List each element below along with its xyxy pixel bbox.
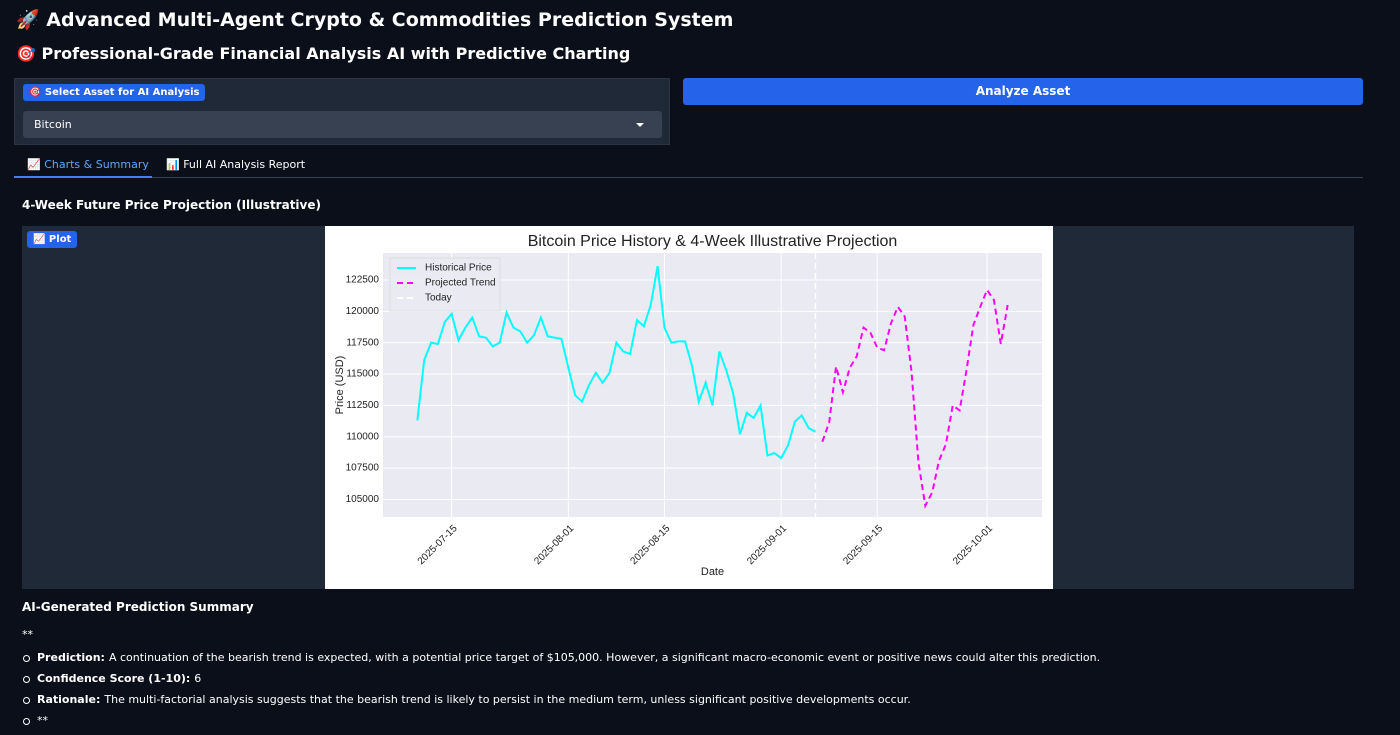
y-tick-label: 120000: [346, 306, 380, 317]
legend-label: Projected Trend: [425, 278, 496, 289]
y-axis-label: Price (USD): [334, 356, 346, 415]
legend-box: [389, 257, 501, 312]
summary-label: Confidence Score (1-10):: [37, 672, 191, 685]
series-line: [821, 287, 1009, 509]
chart-title: Bitcoin Price History & 4-Week Illustrat…: [528, 233, 898, 250]
section-title: 4-Week Future Price Projection (Illustra…: [22, 198, 321, 212]
y-tick-label: 105000: [346, 494, 380, 505]
bullet: [23, 655, 30, 662]
y-tick-label: 110000: [346, 431, 379, 442]
series-line: [416, 265, 816, 460]
legend-label: Today: [425, 293, 452, 304]
dropdown-caret: [636, 123, 644, 127]
summary-text: 6: [194, 672, 202, 685]
bullet: [23, 697, 30, 704]
tab[interactable]: 📈 Charts & Summary: [27, 158, 149, 171]
chart: Bitcoin Price History & 4-Week Illustrat…: [325, 226, 1053, 589]
bullet: [23, 676, 30, 683]
tab[interactable]: 📊 Full AI Analysis Report: [166, 158, 306, 171]
plot-badge: 📈 Plot: [27, 231, 78, 248]
y-tick-label: 112500: [346, 400, 379, 411]
selected-asset: Bitcoin: [34, 118, 72, 131]
summary-item: Rationale: The multi-factorial analysis s…: [37, 693, 911, 706]
summary-title: AI-Generated Prediction Summary: [22, 600, 254, 614]
summary-text: A continuation of the bearish trend is e…: [108, 651, 1101, 664]
summary-item: Confidence Score (1-10): 6: [37, 672, 201, 685]
legend-label: Historical Price: [425, 263, 492, 274]
analyze-button[interactable]: Analyze Asset: [683, 78, 1363, 105]
summary-item: **: [37, 714, 48, 727]
x-axis-label: Date: [701, 566, 724, 578]
bullet: [23, 718, 30, 725]
page-title: 🚀 Advanced Multi-Agent Crypto & Commodit…: [16, 9, 734, 31]
y-tick-label: 115000: [346, 369, 379, 380]
asset-dropdown[interactable]: Bitcoin: [23, 111, 662, 138]
page-subtitle: 🎯 Professional-Grade Financial Analysis …: [16, 44, 631, 63]
summary-item: Prediction: A continuation of the bearish…: [37, 651, 1100, 664]
y-tick-label: 107500: [346, 463, 380, 474]
summary-text: The multi-factorial analysis suggests th…: [104, 693, 911, 706]
y-tick-label: 117500: [346, 337, 379, 348]
summary-lead: **: [22, 628, 33, 641]
tab-divider: [14, 177, 1363, 178]
select-label: 🎯 Select Asset for AI Analysis: [23, 84, 206, 101]
y-tick-label: 122500: [346, 275, 380, 286]
summary-text: **: [37, 714, 48, 727]
active-tab-indicator: [14, 176, 152, 178]
summary-label: Prediction:: [37, 651, 105, 664]
summary-label: Rationale:: [37, 693, 101, 706]
